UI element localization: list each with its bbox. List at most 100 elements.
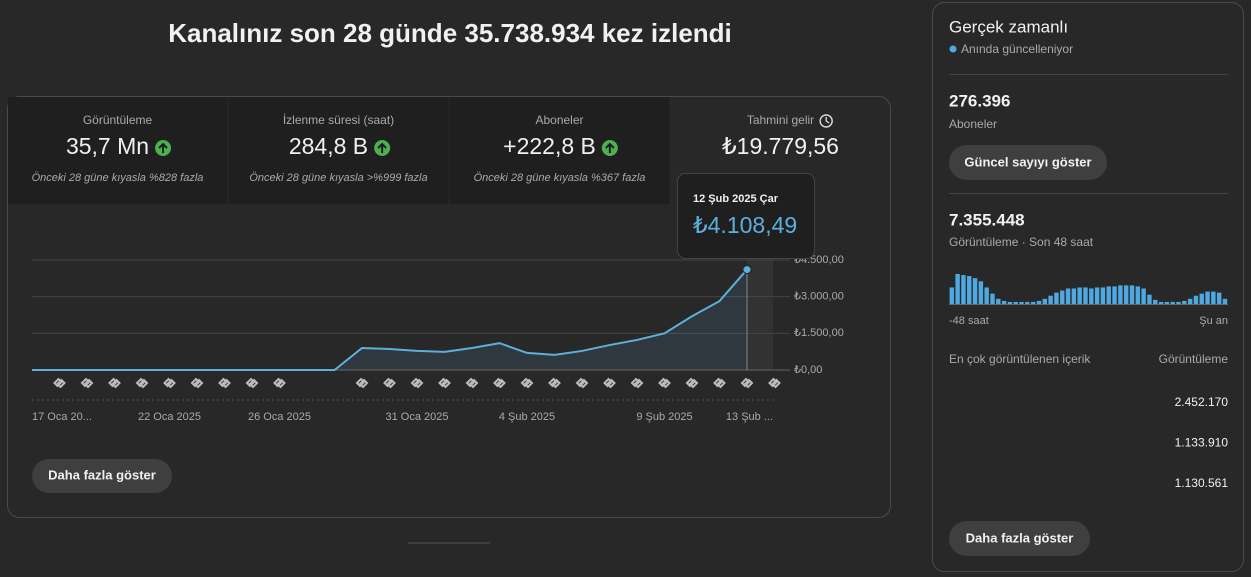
video-marker	[383, 377, 396, 389]
metric-value: 35,7 Mn	[66, 133, 149, 159]
metric-tabs-bg	[8, 97, 670, 204]
realtime-bar	[1019, 301, 1024, 304]
video-marker	[548, 377, 561, 389]
realtime-bar	[955, 274, 960, 304]
realtime-bar	[1083, 287, 1088, 304]
video-marker	[53, 377, 66, 389]
top-content-label: En çok görüntülenen içerik	[949, 352, 1091, 366]
realtime-bar	[1060, 290, 1065, 304]
realtime-bar	[1042, 298, 1048, 304]
video-marker	[768, 377, 781, 389]
show-count-button[interactable]	[949, 145, 1107, 180]
metric-value: 284,8 B	[289, 133, 368, 159]
subscriber-label: Aboneler	[949, 117, 997, 131]
video-marker	[163, 377, 176, 389]
up-arrow	[605, 142, 615, 153]
line-series	[32, 268, 748, 371]
video-marker	[740, 377, 754, 389]
video-marker	[465, 377, 479, 389]
video-marker	[658, 377, 671, 389]
top-view-count: 2.452.170	[1175, 395, 1229, 409]
y-tick-label: ₺3.000,00	[794, 291, 844, 303]
realtime-bar	[1089, 288, 1094, 304]
clock-icon	[819, 114, 833, 128]
metric-comparison: Önceki 28 güne kıyasla %367 fazla	[474, 172, 646, 184]
video-marker	[190, 377, 204, 389]
x-tick-label: 4 Şub 2025	[499, 411, 555, 423]
realtime-bar	[1205, 291, 1210, 304]
y-tick-label: ₺0,00	[794, 364, 822, 376]
realtime-bar	[1048, 295, 1053, 304]
up-arrow	[377, 142, 387, 153]
video-marker	[80, 377, 94, 389]
realtime-bar	[1001, 300, 1007, 304]
realtime-bar	[1071, 288, 1077, 304]
realtime-title: Gerçek zamanlı	[949, 17, 1068, 36]
realtime-bar	[1123, 285, 1129, 304]
view-label: Görüntüleme · Son 48 saat	[949, 235, 1094, 249]
video-marker	[218, 377, 231, 389]
realtime-bar	[1141, 288, 1146, 304]
x-tick-label: 31 Oca 2025	[386, 411, 449, 423]
realtime-bar	[1025, 301, 1030, 304]
view-count: 7.355.448	[949, 210, 1025, 229]
realtime-bar	[1112, 286, 1117, 304]
video-marker	[575, 377, 589, 389]
realtime-bar	[1135, 286, 1141, 304]
show-count-label: Güncel sayıyı göster	[964, 154, 1091, 169]
realtime-bar	[1077, 287, 1082, 304]
video-marker	[108, 377, 121, 389]
page-title: Kanalınız son 28 günde 35.738.934 kez iz…	[168, 18, 732, 48]
video-marker	[355, 377, 369, 389]
top-view-count: 1.130.561	[1175, 476, 1229, 490]
realtime-bar	[1118, 285, 1123, 304]
video-marker	[273, 377, 286, 389]
realtime-bar	[1199, 293, 1204, 304]
realtime-bar	[1158, 301, 1164, 304]
more-button-label: Daha fazla göster	[48, 467, 156, 482]
metric-label: Aboneler	[535, 113, 583, 127]
metric-comparison: Önceki 28 güne kıyasla >%999 fazla	[249, 172, 427, 184]
x-tick-label: 13 Şub ...	[726, 411, 773, 423]
end-label: Şu an	[1199, 315, 1228, 327]
realtime-bar	[1054, 292, 1059, 304]
live-dot	[949, 45, 957, 53]
realtime-bar	[1013, 301, 1018, 304]
tooltip	[677, 173, 815, 259]
x-tick-label: 9 Şub 2025	[636, 411, 692, 423]
video-marker	[713, 377, 726, 389]
realtime-bar	[1170, 301, 1175, 304]
clock-hands	[825, 117, 830, 124]
x-tick-label: 22 Oca 2025	[138, 411, 201, 423]
realtime-card	[932, 2, 1244, 572]
metric-comparison: Önceki 28 güne kıyasla %828 fazla	[32, 172, 204, 184]
realtime-bar	[967, 276, 972, 304]
up-arrow	[158, 142, 168, 153]
metric-label: Görüntüleme	[83, 113, 153, 127]
video-marker	[135, 377, 149, 389]
realtime-bar	[1100, 287, 1106, 304]
realtime-bar	[1176, 301, 1181, 304]
more-button[interactable]	[32, 459, 172, 493]
realtime-bar	[984, 287, 989, 304]
video-marker	[493, 377, 506, 389]
realtime-bar	[1222, 298, 1228, 304]
video-marker	[520, 377, 534, 389]
realtime-bar	[1030, 301, 1036, 304]
tooltip-date: 12 Şub 2025 Çar	[693, 193, 779, 205]
video-marker	[438, 377, 451, 389]
realtime-bar	[990, 293, 995, 304]
realtime-more-button[interactable]	[949, 521, 1090, 556]
video-marker	[245, 377, 259, 389]
video-marker	[630, 377, 644, 389]
realtime-bar	[1094, 287, 1100, 304]
realtime-bar	[996, 298, 1001, 304]
x-tick-label: 17 Oca 20...	[32, 411, 92, 423]
top-views-label: Görüntüleme	[1159, 352, 1229, 366]
realtime-bar	[1187, 298, 1193, 304]
metric-label: İzlenme süresi (saat)	[283, 113, 394, 127]
main-content: Görüntüleme 35,7 Mn Önceki 28 güne kıyasla…	[32, 17, 1229, 556]
video-marker	[685, 377, 699, 389]
